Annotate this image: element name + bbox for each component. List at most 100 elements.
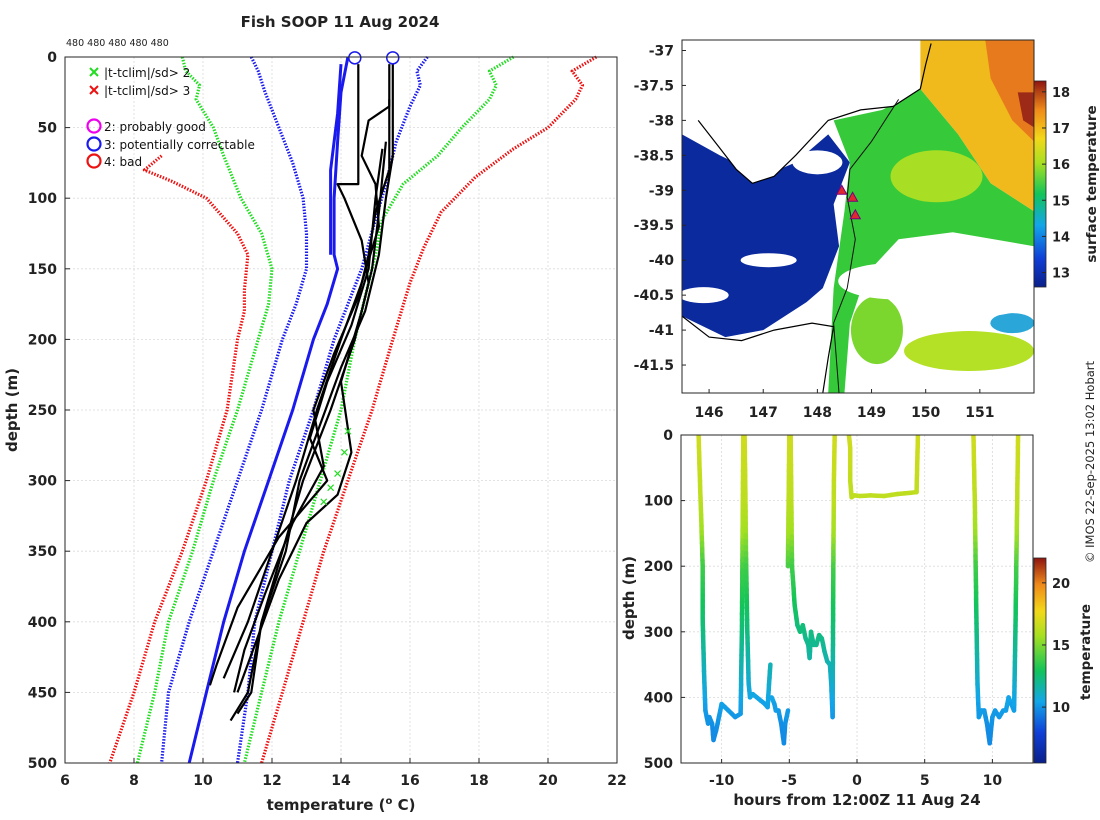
series-clim-3sd-lower [108,154,250,764]
map-y-tick-label: -41.5 [634,358,674,374]
x-tick-label: 22 [607,773,626,789]
map-x-tick-label: 151 [965,405,994,421]
y-tick-label: 200 [28,332,57,348]
temperature-colorbar-tick-label: 20 [1052,577,1070,592]
x-tick-label: 6 [60,773,70,789]
section-x-tick-label: -10 [709,773,735,789]
series-clim-1sd-lower [160,56,309,764]
legend-label: |t-tclim|/sd> 2 [104,66,190,80]
x-tick-label: 20 [538,773,558,789]
map-y-tick-label: -37 [649,43,674,59]
profile-series [108,51,598,764]
cloud-gap [740,253,797,268]
map-y-tick-label: -40.5 [634,288,674,304]
section-y-tick-label: 200 [644,559,673,575]
section-ylabel: depth (m) [620,556,638,640]
sst-colorbar [1033,80,1047,288]
qc-flag-marker [386,51,400,65]
profile-grid [64,56,618,764]
coastline-tasmania [682,315,835,393]
cloud-gap [682,287,729,304]
series-clim-3sd-upper [260,55,598,764]
chart-title: Fish SOOP 11 Aug 2024 [241,13,440,31]
series-profile-6 [236,141,387,693]
section-y-tick-label: 300 [644,625,673,641]
section-x-tick-label: 10 [983,773,1003,789]
transition-patch [890,150,983,203]
y-tick-label: 350 [28,544,57,560]
map-y-tick-label: -39.5 [634,218,674,234]
legend-marker [89,67,99,77]
mid-water-region [828,88,1034,393]
series-profile-1 [229,64,370,722]
legend-label: |t-tclim|/sd> 3 [104,84,190,98]
profile-ticks: 6 8 10 12 14 16 18 20 22 0 50 100 150 200 250 300 350 400… [28,50,627,789]
map-y-tick-label: -38 [649,113,674,129]
y-tick-label: 400 [28,615,57,631]
cold-water-region [682,134,850,338]
legend-label: 3: potentially correctable [104,138,255,152]
transition-patch [850,296,903,365]
y-tick-label: 250 [28,403,57,419]
sst-colorbar-tick-label: 16 [1052,158,1070,173]
section-y-tick-label: 100 [644,494,673,510]
y-tick-label: 50 [38,121,58,137]
cloud-gap [792,150,843,175]
y-tick-label: 100 [28,191,57,207]
outlier-2sd-marker [344,427,352,435]
sst-colorbar-tick-label: 17 [1052,122,1070,137]
temperature-colorbar-tick-label: 10 [1052,701,1070,716]
series-clim-mean [187,56,350,764]
series-clim-mean-short [329,63,343,255]
section-casts [696,435,1021,746]
y-tick-label: 0 [47,50,57,66]
x-tick-label: 10 [193,773,213,789]
sst-colorbar-tick-label: 15 [1052,194,1070,209]
series-profile-5 [208,148,384,686]
legend-marker [86,153,102,169]
x-tick-label: 16 [400,773,419,789]
map-x-tick-label: 149 [857,405,886,421]
series-clim-1sd-upper [235,56,429,764]
map-x-tick-label: 146 [694,405,723,421]
voyage-track-marker [846,191,859,202]
x-tick-label: 12 [262,773,281,789]
section-x-tick-label: -5 [782,773,798,789]
sst-coastline [682,43,932,393]
sst-colorbar-ticks: 13 14 15 16 17 18 [1042,86,1070,282]
map-x-tick-label: 148 [803,405,832,421]
legend-label: 4: bad [104,155,142,169]
map-y-tick-label: -41 [649,323,674,339]
map-ticks: 146 147 148 149 150 151 -37 -37.5 -38 -38.5 -39 -39… [634,43,995,421]
series-profile-3 [236,64,394,715]
x-tick-label: 8 [129,773,139,789]
legend-marker [86,118,102,134]
profile-xlabel: temperature (o C) [267,796,416,814]
temperature-colorbar-ticks: 10 15 20 [1042,577,1070,716]
map-y-tick-label: -40 [649,253,675,269]
sst-colorbar-tick-label: 18 [1052,86,1070,101]
series-profile-2 [222,64,391,679]
cloud-gap [838,263,949,300]
section-x-tick-label: 5 [920,773,930,789]
section-xlabel: hours from 12:00Z 11 Aug 24 [733,791,980,809]
qc-flag-marker [348,51,362,65]
cast-segment [767,662,773,674]
series-clim-2sd-upper [242,55,515,764]
profile-ylabel: depth (m) [3,368,21,452]
hottest-water-region [1017,92,1034,128]
map-x-tick-label: 150 [911,405,940,421]
sst-field [682,40,1034,393]
temperature-colorbar-tick-label: 15 [1052,639,1070,654]
outlier-2sd-marker [327,484,335,492]
voyage-track-marker [835,184,848,195]
y-tick-label: 450 [28,685,57,701]
outlier-2sd-marker [334,470,341,477]
profile-legend: |t-tclim|/sd> 2 |t-tclim|/sd> 3 2: probabl… [86,66,255,169]
legend-label: 2: probably good [104,120,206,134]
land-tasmania [682,359,786,393]
section-y-tick-label: 400 [644,690,673,706]
outlier-2sd-marker [341,448,348,456]
series-profile-4 [233,99,391,693]
